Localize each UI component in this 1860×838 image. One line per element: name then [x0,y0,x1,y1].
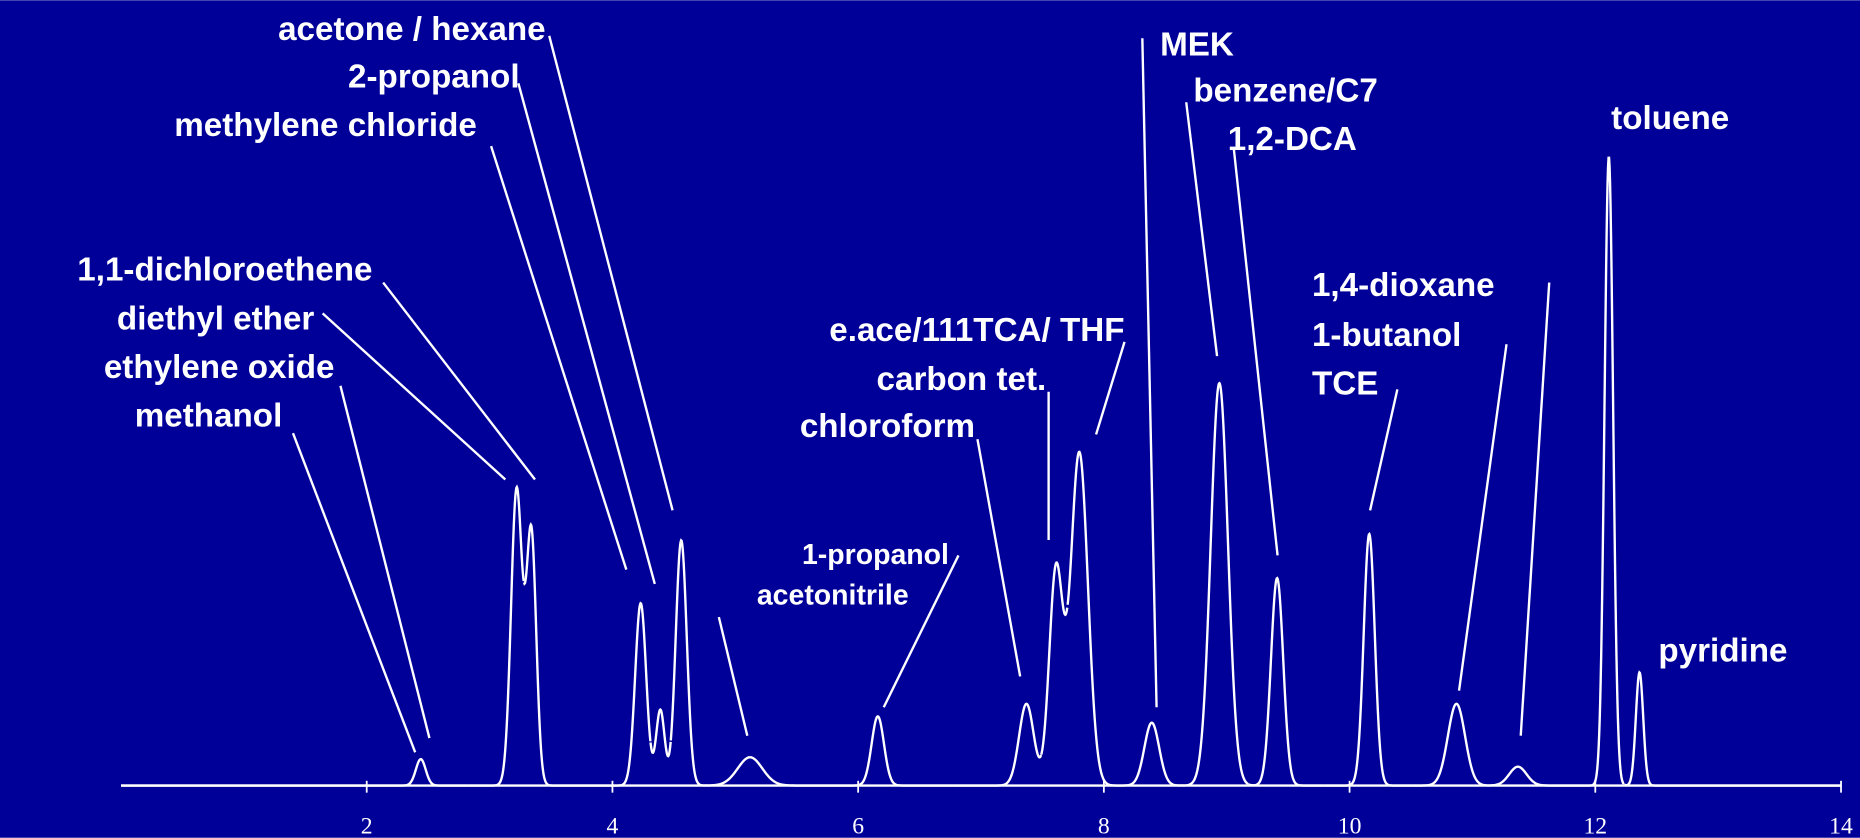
peak [649,707,672,758]
peak [1185,381,1249,787]
leader-line [1141,38,1158,708]
leader-line [1094,341,1126,435]
peak [1247,576,1323,787]
leader-line [882,554,960,708]
peak [669,538,716,787]
peak-label: MEK [1160,26,1234,63]
peak-label: benzene/C7 [1193,73,1378,110]
peak-label: 2-propanol [348,58,520,95]
peak-label: toluene [1611,100,1729,137]
leader-line [1232,147,1279,556]
peak [1563,156,1625,787]
peak-label: diethyl ether [117,300,314,337]
peak-label: 1,2-DCA [1228,121,1357,158]
peak [1412,702,1488,787]
leader-line [717,616,749,736]
peak [1323,531,1413,787]
peak-label: ethylene oxide [104,349,335,386]
peak-label: e.ace/111TCA/ THF [829,312,1124,349]
leader-line [976,438,1022,677]
peak [1115,721,1186,787]
leader-line [1457,344,1508,691]
peak [952,702,1043,787]
x-tick-label: 6 [852,814,864,838]
peak [1040,561,1069,755]
leader-line [517,82,656,585]
peak [1487,765,1564,787]
peak-label: acetone / hexane [278,11,546,48]
peak-label: methanol [135,398,283,435]
leader-line [548,35,674,511]
peak-label: acetonitrile [757,579,909,611]
x-tick-label: 10 [1338,814,1362,838]
peak-label: 1,1-dichloroethene [77,252,372,289]
peak [715,756,814,787]
peak [813,715,953,787]
peak-label: methylene chloride [174,107,477,144]
peak [1623,670,1841,787]
peak-label: carbon tet. [877,361,1047,398]
peak [522,521,586,787]
leader-line [339,385,431,739]
x-tick-label: 12 [1583,814,1607,838]
leader-line [1519,282,1551,736]
leader-line [1368,389,1399,511]
peak-label: 1,4-dioxane [1312,267,1495,304]
leader-line [321,312,507,481]
leader-line [291,432,417,753]
leader-line [382,281,536,481]
x-tick-label: 2 [361,814,373,838]
peak [586,601,652,787]
x-tick-label: 14 [1829,814,1853,838]
x-tick-label: 4 [607,814,619,838]
leader-line [489,145,628,571]
peak-label: TCE [1312,366,1378,403]
x-tick-label: 8 [1098,814,1110,838]
leader-line [1185,102,1219,357]
peak-label: pyridine [1658,632,1787,669]
peak-label: 1-propanol [802,539,949,571]
peak-label: chloroform [800,408,975,445]
peak [1066,450,1116,787]
peak [468,484,525,787]
peak [120,757,469,787]
peak-label: 1-butanol [1312,317,1461,354]
